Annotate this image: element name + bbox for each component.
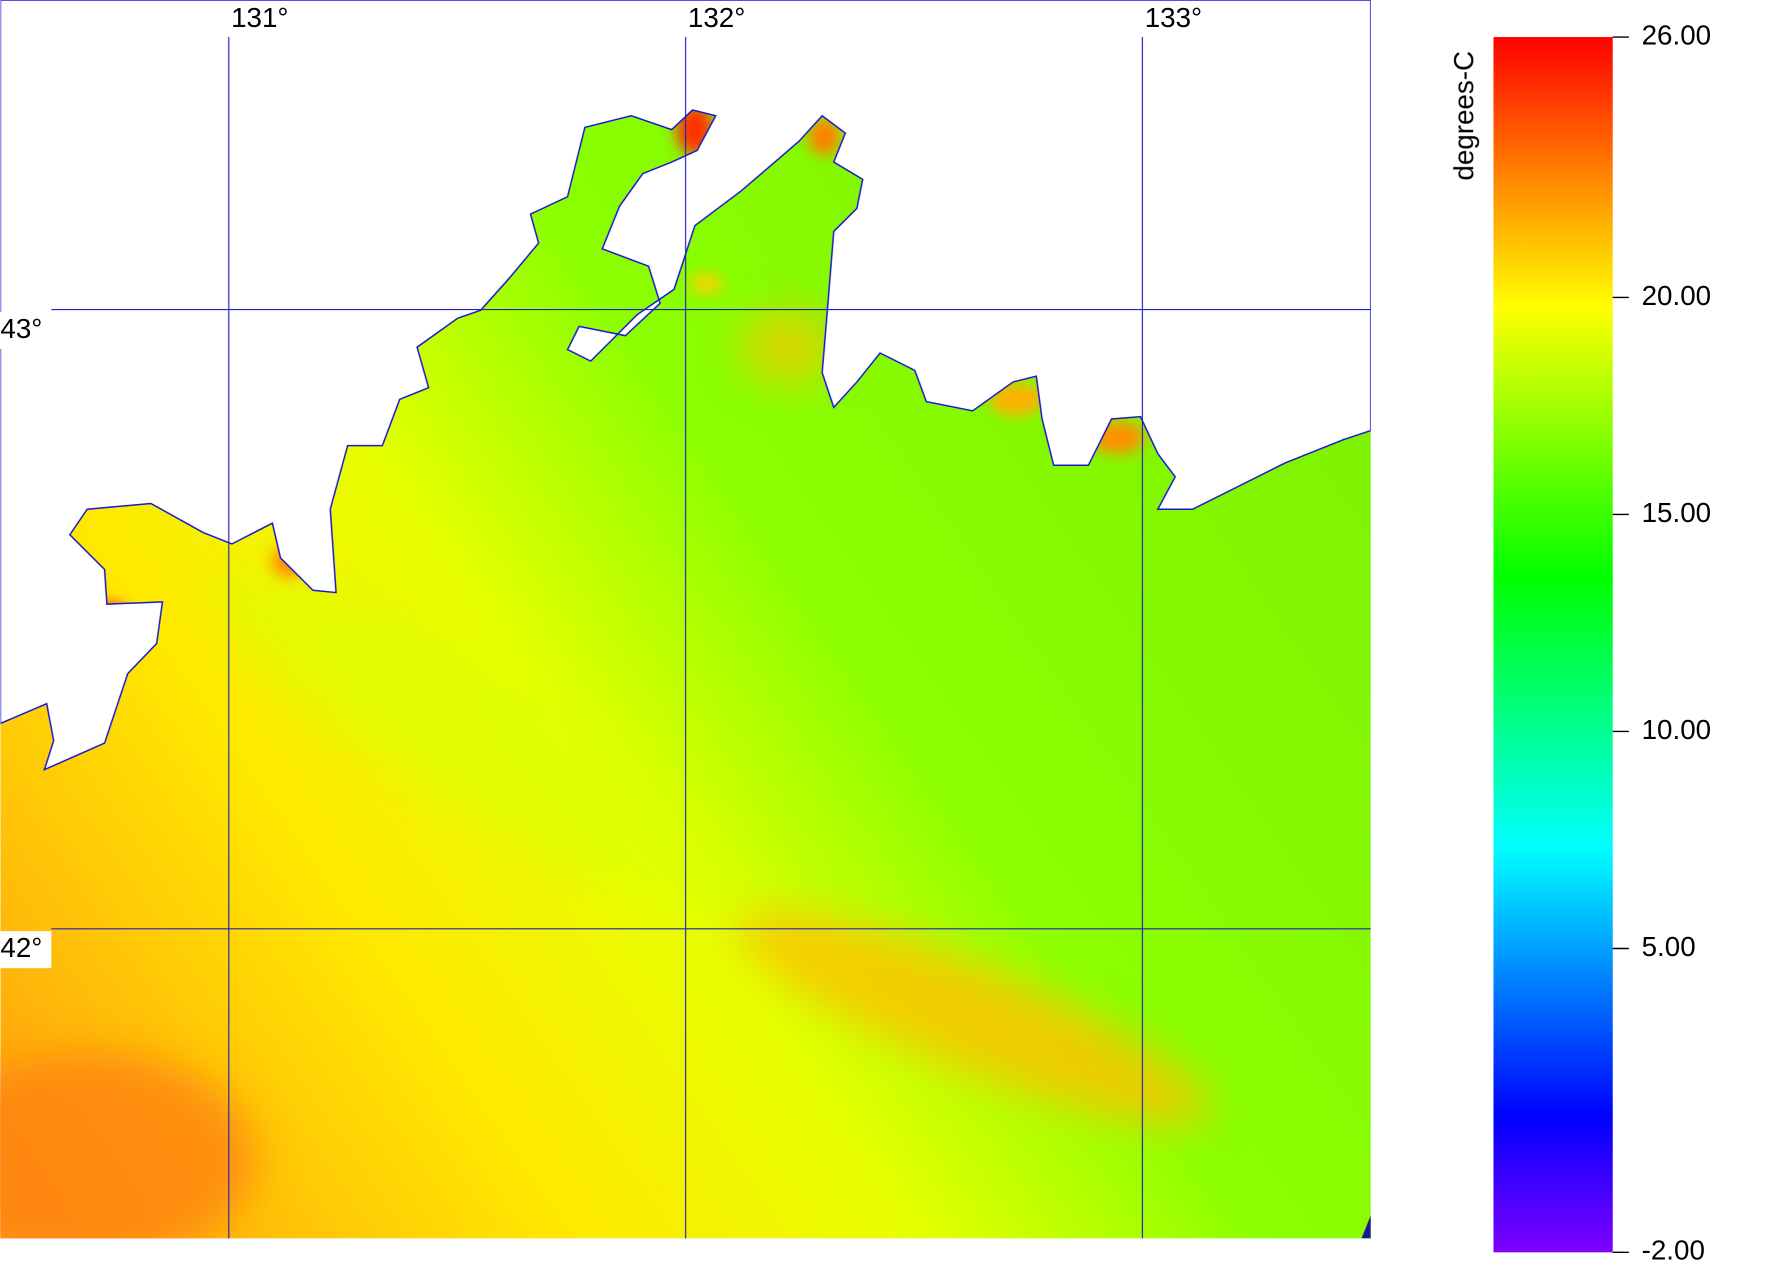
colorbar-tick-label: -2.00 (1642, 1235, 1705, 1266)
colorbar-tick-label: 15.00 (1642, 497, 1711, 528)
latitude-label-bg (0, 311, 52, 349)
colorbar-tick-label: 20.00 (1642, 280, 1711, 311)
graticule (51, 37, 1371, 1239)
longitude-label: 133° (1145, 2, 1202, 33)
colorbar (1493, 37, 1613, 1253)
latitude-label-bg (0, 931, 52, 969)
colorbar-tick-label: 5.00 (1642, 931, 1696, 962)
latitude-label: 43° (0, 313, 42, 344)
temperature-features (0, 312, 1210, 1239)
map-corner (1361, 1215, 1371, 1239)
longitude-label: 132° (688, 2, 745, 33)
land (0, 0, 1371, 772)
latitude-label: 42° (0, 932, 42, 963)
longitude-label: 131° (231, 2, 288, 33)
colorbar-label: degrees-C (1448, 51, 1479, 181)
colorbar-tick-label: 26.00 (1642, 19, 1711, 50)
colorbar-tick-label: 10.00 (1642, 714, 1711, 745)
